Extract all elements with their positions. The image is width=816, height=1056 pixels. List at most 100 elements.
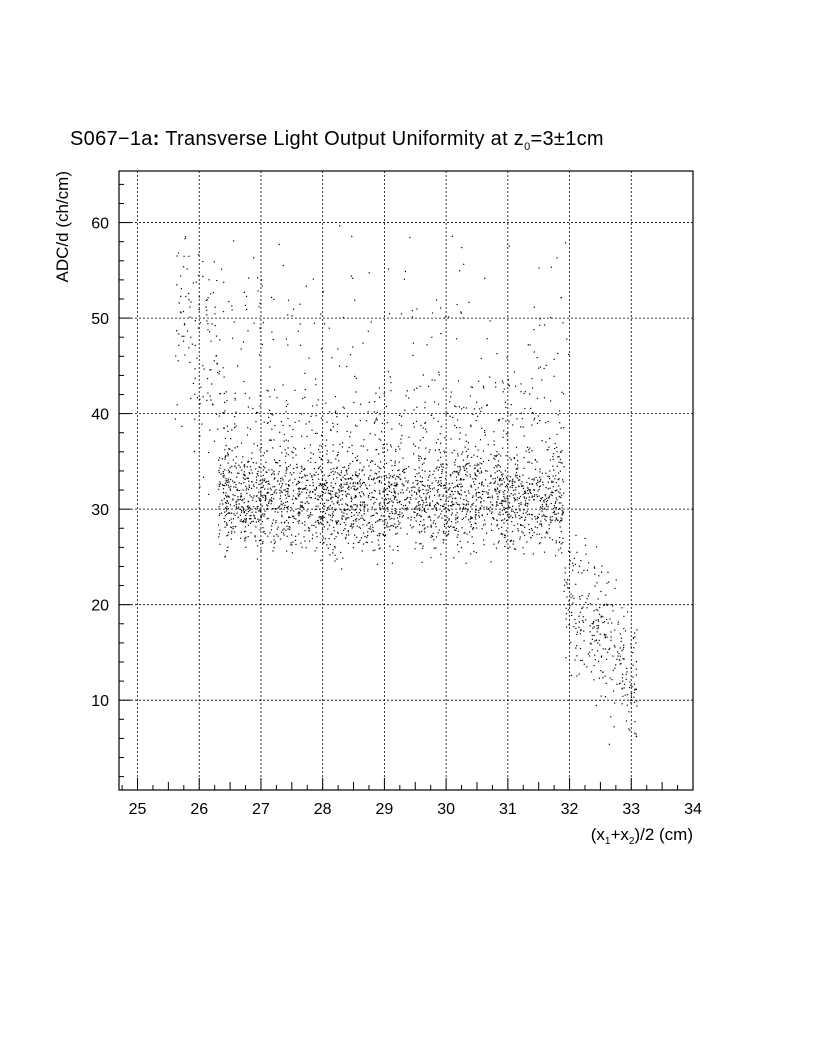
data-point <box>274 459 276 461</box>
data-point <box>359 482 361 484</box>
data-point <box>406 533 408 535</box>
data-point <box>309 515 311 517</box>
data-point <box>301 491 303 493</box>
data-point <box>446 521 448 523</box>
data-point <box>570 597 572 599</box>
data-point <box>457 521 459 523</box>
data-point <box>207 392 209 394</box>
data-point <box>353 509 355 511</box>
data-point <box>600 695 602 697</box>
data-point <box>536 521 539 523</box>
data-point <box>401 507 403 509</box>
data-point <box>625 673 627 675</box>
data-point <box>517 467 519 469</box>
data-point <box>346 450 349 452</box>
data-point <box>495 505 497 507</box>
data-point <box>384 483 386 485</box>
data-point <box>565 581 567 583</box>
data-point <box>261 343 263 345</box>
data-point <box>495 465 497 467</box>
data-point <box>224 482 226 484</box>
data-point <box>323 542 325 544</box>
data-point <box>430 536 432 538</box>
data-point <box>220 473 222 475</box>
data-point <box>471 496 474 498</box>
data-point <box>246 466 248 468</box>
data-point <box>481 484 483 486</box>
data-point <box>408 501 410 503</box>
data-point <box>264 513 266 515</box>
data-point <box>330 462 332 464</box>
data-point <box>330 471 332 473</box>
chart-title: S067−1a: Transverse Light Output Uniform… <box>70 128 770 153</box>
data-point <box>279 460 281 462</box>
data-point <box>566 626 568 628</box>
data-point <box>312 482 314 484</box>
data-point <box>429 505 431 507</box>
data-point <box>266 492 268 494</box>
data-point <box>584 544 587 546</box>
data-point <box>520 524 522 526</box>
data-point <box>260 509 262 511</box>
data-point <box>496 519 498 522</box>
data-point <box>202 260 204 263</box>
data-point <box>582 606 584 608</box>
data-point <box>188 255 190 257</box>
data-point <box>604 637 606 639</box>
data-point <box>334 509 336 511</box>
data-point <box>367 411 369 413</box>
data-point <box>281 514 283 516</box>
data-point <box>619 663 621 665</box>
data-point <box>281 491 283 493</box>
data-point <box>418 457 420 460</box>
data-point <box>314 474 316 476</box>
data-point <box>466 463 468 465</box>
data-point <box>498 540 500 542</box>
data-point <box>345 519 347 521</box>
data-point <box>634 732 636 734</box>
data-point <box>404 472 406 474</box>
data-point <box>339 443 341 445</box>
data-point <box>191 343 193 345</box>
data-point <box>546 516 548 518</box>
data-point <box>245 489 247 491</box>
data-point <box>538 533 541 535</box>
data-point <box>248 460 250 462</box>
data-point <box>336 522 338 524</box>
data-point <box>438 529 440 531</box>
data-point <box>274 511 276 513</box>
data-point <box>497 495 499 498</box>
data-point <box>242 341 245 343</box>
data-point <box>517 460 519 462</box>
data-point <box>265 497 267 499</box>
data-point <box>374 509 376 511</box>
data-point <box>523 467 525 469</box>
data-point <box>371 478 373 480</box>
data-point <box>554 502 557 504</box>
data-point <box>475 527 478 529</box>
data-point <box>282 529 284 531</box>
data-point <box>343 512 345 514</box>
data-point <box>420 457 423 459</box>
data-point <box>261 514 263 516</box>
data-point <box>318 467 320 469</box>
data-point <box>366 449 369 451</box>
data-point <box>373 422 375 424</box>
data-point <box>595 609 597 611</box>
data-point <box>218 373 220 375</box>
data-point <box>380 482 383 484</box>
data-point <box>440 480 442 482</box>
data-point <box>257 506 259 508</box>
data-point <box>268 469 270 471</box>
data-point <box>245 518 247 520</box>
data-point <box>408 397 410 399</box>
data-point <box>227 453 229 455</box>
data-point <box>448 519 450 521</box>
data-point <box>418 491 420 493</box>
data-point <box>375 417 378 419</box>
data-point <box>346 504 348 506</box>
x-tick-label: 30 <box>437 801 455 818</box>
data-point <box>225 510 228 512</box>
data-point <box>481 463 483 465</box>
data-point <box>308 527 310 529</box>
